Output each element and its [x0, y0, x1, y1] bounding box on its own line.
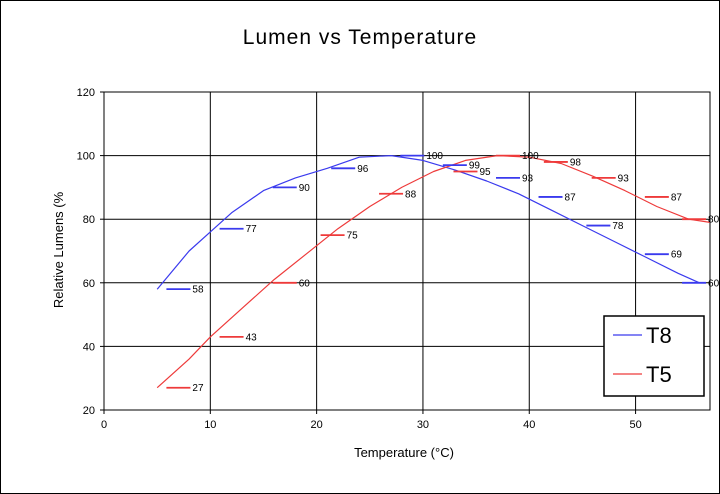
data-label-t8: 77 — [246, 224, 258, 235]
axes: 20 40 60 80 100 120 0 10 20 30 40 50 — [77, 87, 642, 431]
data-label-t5: 27 — [192, 383, 204, 394]
x-axis-label: Temperature (°C) — [354, 445, 454, 460]
x-tick-label: 20 — [311, 419, 323, 431]
data-label-t8: 90 — [299, 183, 311, 194]
grid — [103, 91, 711, 411]
data-label-t8: 87 — [565, 192, 577, 203]
data-label-t8: 60 — [708, 278, 720, 289]
data-label-t5: 100 — [522, 151, 539, 162]
chart-title: Lumen vs Temperature — [242, 26, 478, 49]
y-axis-label: Relative Lumens (% — [51, 191, 66, 308]
data-label-t8: 78 — [612, 221, 624, 232]
data-label-t5: 43 — [246, 332, 258, 343]
data-label-t8: 58 — [192, 285, 204, 296]
data-label-t5: 95 — [479, 167, 491, 178]
legend-label-t5: T5 — [646, 362, 672, 387]
x-tick-label: 40 — [523, 419, 535, 431]
series-line-t8 — [156, 155, 700, 290]
data-labels: 58 77 90 96 100 99 93 87 78 69 60 27 43 60 75 88 95 100 98… — [166, 151, 720, 394]
series-line-t5 — [156, 155, 711, 389]
data-label-t5: 87 — [671, 192, 683, 203]
data-label-t8: 93 — [522, 173, 534, 184]
y-tick-label: 100 — [77, 151, 95, 163]
data-label-t5: 98 — [570, 157, 582, 168]
data-label-t8: 99 — [469, 161, 481, 172]
x-tick-label: 10 — [204, 419, 216, 431]
data-label-t5: 88 — [405, 189, 417, 200]
data-label-t5: 93 — [618, 173, 630, 184]
y-tick-label: 40 — [83, 341, 95, 353]
y-tick-label: 80 — [83, 214, 95, 226]
data-label-t5: 80 — [708, 215, 720, 226]
y-tick-label: 20 — [83, 405, 95, 417]
legend-label-t8: T8 — [646, 323, 672, 348]
x-tick-label: 0 — [101, 419, 107, 431]
plot-area — [103, 91, 711, 411]
data-label-t8: 69 — [671, 250, 683, 261]
y-tick-label: 120 — [77, 87, 95, 99]
data-label-t5: 75 — [347, 231, 359, 242]
data-label-t8: 100 — [426, 151, 443, 162]
x-tick-label: 30 — [417, 419, 429, 431]
data-label-t8: 96 — [357, 164, 369, 175]
data-label-t5: 60 — [299, 278, 311, 289]
x-tick-label: 50 — [629, 419, 641, 431]
series-group — [156, 155, 711, 389]
legend-box — [603, 315, 705, 397]
legend: T8 T5 — [603, 315, 705, 397]
y-tick-label: 60 — [83, 278, 95, 290]
